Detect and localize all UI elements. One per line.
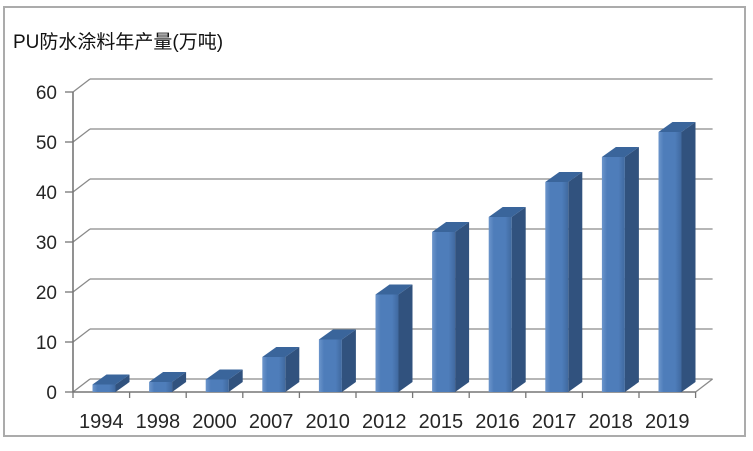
bar-top-face (205, 369, 243, 380)
bar-front-face (205, 379, 229, 392)
y-axis-label-50: 50 (36, 133, 57, 154)
bar-1994 (92, 374, 130, 392)
bar-side-face (172, 372, 187, 392)
bar-front-face (545, 182, 569, 392)
bar-side-face (681, 122, 696, 392)
bar-side-face (455, 222, 470, 392)
y-axis-label-60: 60 (36, 83, 57, 104)
bar-front-face (92, 384, 116, 392)
y-axis-label-30: 30 (36, 233, 57, 254)
bar-top-face (601, 147, 639, 157)
y-axis-label-40: 40 (36, 183, 57, 204)
bar-side-face (624, 147, 639, 392)
gridline-depth-diagonal (72, 378, 91, 393)
bar-2015 (432, 222, 470, 392)
x-axis-label-2000: 2000 (192, 411, 237, 433)
gridline-depth-diagonal (72, 328, 91, 343)
y-axis-label-0: 0 (46, 383, 57, 404)
bar-top-face (318, 329, 356, 340)
x-axis-label-1994: 1994 (79, 411, 124, 433)
bar-2016 (488, 207, 526, 392)
floor-right-diagonal (695, 378, 713, 393)
bar-2010 (318, 329, 356, 392)
bar-front-face (601, 157, 625, 392)
bar-2017 (545, 172, 583, 392)
bar-side-face (285, 347, 300, 392)
x-axis-label-2015: 2015 (419, 411, 464, 433)
bar-top-face (545, 172, 583, 182)
x-axis-label-1998: 1998 (136, 411, 181, 433)
bar-2000 (205, 369, 243, 392)
bar-top-face (262, 347, 300, 357)
bar-2007 (262, 347, 300, 392)
gridline-depth-diagonal (72, 178, 91, 193)
bar-top-face (658, 122, 696, 132)
bar-side-face (228, 369, 243, 392)
bar-front-face (149, 382, 173, 392)
bar-front-face (432, 232, 456, 392)
x-axis-label-2016: 2016 (475, 411, 520, 433)
y-axis-label-10: 10 (36, 333, 57, 354)
x-axis-label-2010: 2010 (305, 411, 350, 433)
chart-title: PU防水涂料年产量(万吨) (13, 32, 224, 53)
x-axis-label-2017: 2017 (532, 411, 577, 433)
gridline-group-50: 50 (36, 128, 713, 154)
bar-top-face (432, 222, 470, 232)
x-axis-label-2012: 2012 (362, 411, 407, 433)
bar-side-face (115, 374, 130, 392)
gridline-depth-diagonal (72, 228, 91, 243)
bar-1998 (149, 372, 187, 392)
bar-front-face (658, 132, 682, 392)
bar-top-face (92, 374, 130, 385)
gridline-group-60: 60 (36, 78, 713, 104)
gridline-depth-diagonal (72, 78, 91, 93)
bar-front-face (262, 357, 286, 392)
bar-front-face (375, 294, 399, 392)
bar-side-face (568, 172, 583, 392)
x-axis-label-2018: 2018 (588, 411, 633, 433)
gridline-depth-diagonal (72, 278, 91, 293)
bar-2018 (601, 147, 639, 392)
bar-top-face (488, 207, 526, 217)
gridline-depth-diagonal (72, 128, 91, 143)
bar-top-face (375, 284, 413, 295)
bar-side-face (398, 284, 413, 392)
bar-side-face (511, 207, 526, 392)
bar-side-face (341, 329, 356, 392)
x-axis-label-2019: 2019 (645, 411, 690, 433)
bar-top-face (149, 372, 187, 382)
y-axis-label-20: 20 (36, 283, 57, 304)
bar-front-face (488, 217, 512, 392)
bar-front-face (318, 339, 342, 392)
x-axis-label-2007: 2007 (249, 411, 294, 433)
bar-2012 (375, 284, 413, 392)
bar-2019 (658, 122, 696, 392)
